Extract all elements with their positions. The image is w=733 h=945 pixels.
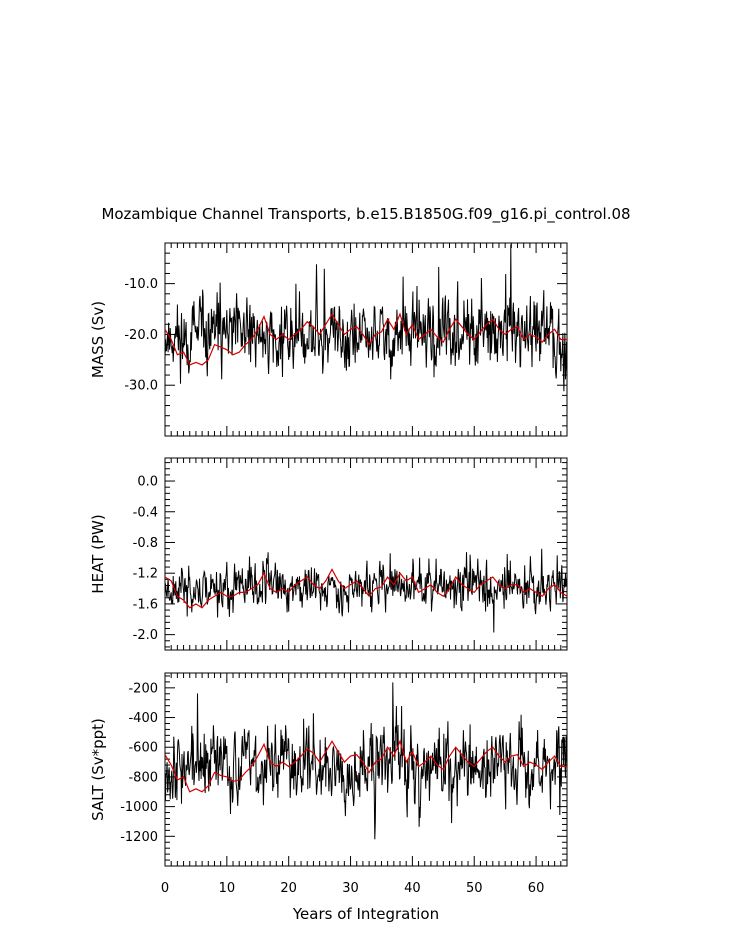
salt-plot-frame [164,672,568,867]
salt-panel: SALT (Sv*ppt) -1200 -1000 -800 -600 -400 -200 [89,672,568,867]
y-tick-label: -2.0 [133,628,158,643]
mass-ylabel: MASS (Sv) [89,301,107,378]
y-tick-label: -20.0 [124,328,158,343]
y-tick-label: -0.4 [133,505,158,520]
y-tick-label: -0.8 [133,536,158,551]
y-tick-label: -1.2 [133,567,158,582]
y-tick-label: -800 [128,770,158,785]
y-tick-label: -200 [128,681,158,696]
y-tick-label: -1200 [120,830,158,845]
y-tick-label: -1000 [120,800,158,815]
x-tick-label: 50 [466,881,483,896]
mass-panel: MASS (Sv) -30.0 -20.0 -10.0 [89,242,568,437]
running-mean-line [165,312,567,366]
monthly-series-line [165,682,567,840]
x-tick-label: 0 [161,881,169,896]
heat-plot-frame [164,457,568,651]
x-axis-label: Years of Integration [292,905,439,923]
y-tick-label: -10.0 [124,277,158,292]
running-mean-line [165,739,567,793]
salt-ylabel: SALT (Sv*ppt) [89,718,107,821]
x-tick-label: 10 [219,881,236,896]
y-tick-label: -400 [128,711,158,726]
y-tick-label: -600 [128,741,158,756]
y-tick-label: 0.0 [137,475,158,490]
monthly-series-line [165,244,567,392]
chart-title: Mozambique Channel Transports, b.e15.B18… [101,205,630,224]
running-mean-line [165,568,567,609]
monthly-series-line [165,548,567,633]
x-tick-label: 20 [280,881,297,896]
y-tick-label: -30.0 [124,379,158,394]
heat-ylabel: HEAT (PW) [89,514,107,593]
x-tick-label: 30 [342,881,359,896]
heat-panel: HEAT (PW) -2.0 -1.6 -1.2 -0.8 -0.4 0.0 [89,457,568,651]
x-tick-label: 40 [404,881,421,896]
y-tick-label: -1.6 [133,597,158,612]
x-tick-label: 60 [528,881,545,896]
